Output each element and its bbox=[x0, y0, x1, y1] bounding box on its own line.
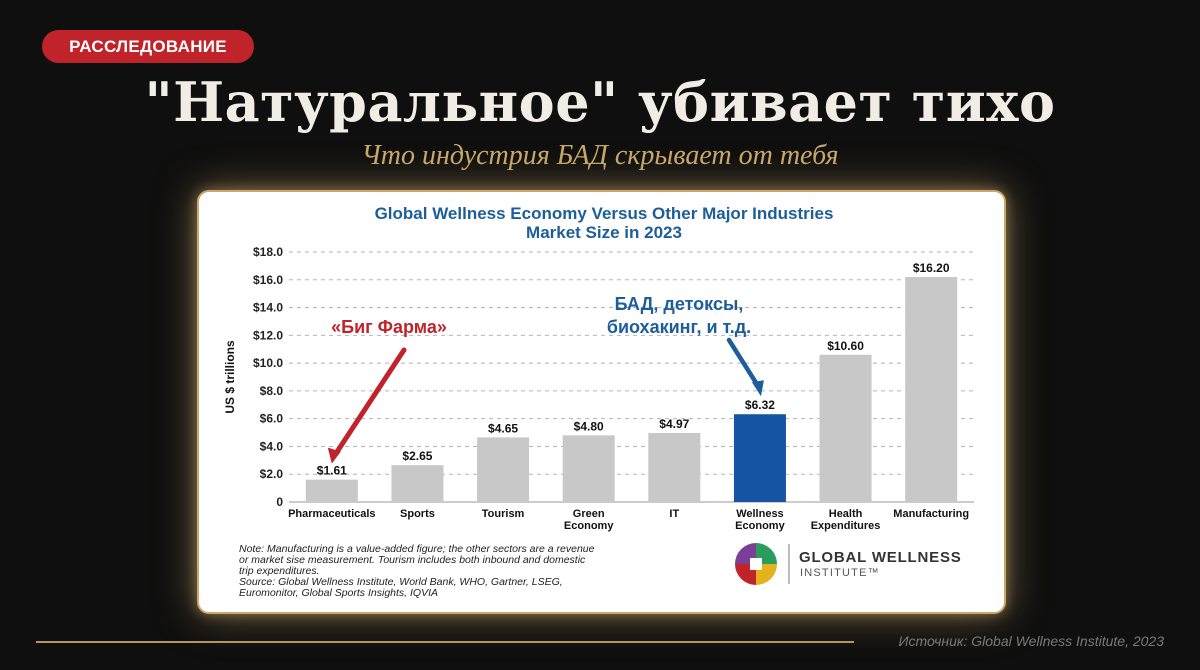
x-tick-label: Wellness bbox=[736, 508, 784, 520]
bar-value-label: $2.65 bbox=[402, 449, 432, 463]
bar-value-label: $16.20 bbox=[913, 261, 950, 275]
source-caption: Источник: Global Wellness Institute, 202… bbox=[898, 633, 1164, 649]
x-tick-label: Manufacturing bbox=[893, 508, 969, 520]
bar-value-label: $4.65 bbox=[488, 421, 518, 435]
x-tick-label: IT bbox=[669, 508, 679, 520]
chart-note-line: trip expenditures. bbox=[239, 565, 320, 577]
chart-subtitle: Market Size in 2023 bbox=[526, 223, 682, 242]
y-tick-label: 0 bbox=[276, 495, 283, 509]
y-tick-label: $10.0 bbox=[253, 356, 283, 370]
y-tick-label: $8.0 bbox=[260, 384, 284, 398]
wellness-arrow-shaft bbox=[726, 337, 760, 387]
wellness-arrow-head bbox=[751, 380, 764, 397]
bar bbox=[733, 414, 786, 502]
chart-card: Global Wellness Economy Versus Other Maj… bbox=[197, 190, 1006, 614]
bar bbox=[819, 354, 872, 502]
x-tick-label: Health bbox=[829, 508, 863, 520]
x-tick-label: Economy bbox=[564, 520, 614, 532]
x-tick-label: Sports bbox=[400, 508, 435, 520]
chart-title: Global Wellness Economy Versus Other Maj… bbox=[375, 204, 834, 223]
logo-subtext: INSTITUTE™ bbox=[800, 567, 880, 579]
bottom-divider bbox=[36, 641, 854, 643]
chart-note-line: Note: Manufacturing is a value-added fig… bbox=[239, 543, 595, 555]
pharma-annotation: «Биг Фарма» bbox=[331, 317, 447, 337]
y-axis-label: US $ trillions bbox=[223, 340, 237, 414]
y-tick-label: $2.0 bbox=[260, 467, 284, 481]
y-tick-label: $18.0 bbox=[253, 245, 283, 259]
bar-value-label: $4.80 bbox=[574, 419, 604, 433]
x-tick-label: Expenditures bbox=[811, 520, 881, 532]
bar bbox=[648, 432, 701, 502]
bar bbox=[562, 435, 615, 502]
chart-note-line: Source: Global Wellness Institute, World… bbox=[239, 576, 563, 588]
pharma-arrow-shaft bbox=[333, 347, 407, 457]
bar-value-label: $10.60 bbox=[827, 339, 864, 353]
y-tick-label: $14.0 bbox=[253, 301, 283, 315]
wellness-annotation: биохакинг, и т.д. bbox=[607, 317, 751, 337]
page-subtitle: Что индустрия БАД скрывает от тебя bbox=[361, 140, 839, 171]
x-tick-label: Tourism bbox=[482, 508, 525, 520]
bar-value-label: $6.32 bbox=[745, 398, 775, 412]
bar bbox=[905, 277, 958, 502]
x-tick-label: Economy bbox=[735, 520, 785, 532]
chart-note-line: or market sise measurement. Tourism incl… bbox=[239, 554, 586, 566]
investigation-badge: РАССЛЕДОВАНИЕ bbox=[42, 30, 254, 63]
bar bbox=[477, 437, 530, 502]
x-tick-label: Pharmaceuticals bbox=[288, 508, 375, 520]
chart-note-line: Euromonitor, Global Sports Insights, IQV… bbox=[239, 587, 438, 599]
bar-value-label: $4.97 bbox=[659, 417, 689, 431]
bar bbox=[305, 479, 358, 502]
wellness-annotation: БАД, детоксы, bbox=[615, 294, 744, 314]
x-tick-label: Green bbox=[573, 508, 605, 520]
y-tick-label: $6.0 bbox=[260, 412, 284, 426]
pharma-arrow-head bbox=[327, 447, 341, 464]
y-tick-label: $4.0 bbox=[260, 439, 284, 453]
logo-center bbox=[750, 558, 762, 570]
y-tick-label: $16.0 bbox=[253, 273, 283, 287]
bar-value-label: $1.61 bbox=[317, 464, 347, 478]
logo-text: GLOBAL WELLNESS bbox=[799, 549, 962, 566]
y-tick-label: $12.0 bbox=[253, 328, 283, 342]
market-size-chart: Global Wellness Economy Versus Other Maj… bbox=[223, 204, 974, 599]
page-title: "Натуральное" убивает тихо bbox=[144, 70, 1056, 134]
bar bbox=[391, 465, 444, 502]
